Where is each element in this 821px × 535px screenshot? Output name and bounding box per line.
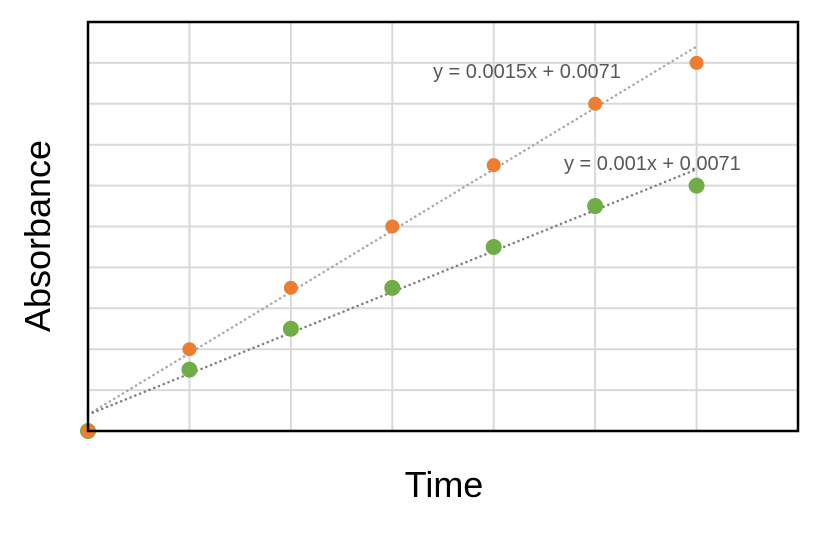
data-point-series-1 [486,158,501,173]
data-point-series-1 [283,280,298,295]
data-points [80,55,705,439]
data-point-series-1 [689,55,704,70]
data-point-series-2 [282,320,299,337]
data-point-series-2 [384,279,401,296]
gridlines [88,22,798,431]
data-point-series-2 [181,361,198,378]
trendline-equation-orange: y = 0.0015x + 0.0071 [433,61,621,83]
data-point-series-1 [385,219,400,234]
data-point-series-1 [588,96,603,111]
data-point-series-1 [182,342,197,357]
plot-frame [86,20,800,433]
x-axis-title: Time [404,464,484,505]
equation-labels: y = 0.0015x + 0.0071 y = 0.001x + 0.0071 [433,61,741,175]
trendline-equation-green: y = 0.001x + 0.0071 [564,153,741,175]
data-point-series-2 [688,177,705,194]
data-point-series-2 [587,198,604,215]
data-point-series-2 [485,238,502,255]
y-axis-title: Absorbance [17,139,58,333]
